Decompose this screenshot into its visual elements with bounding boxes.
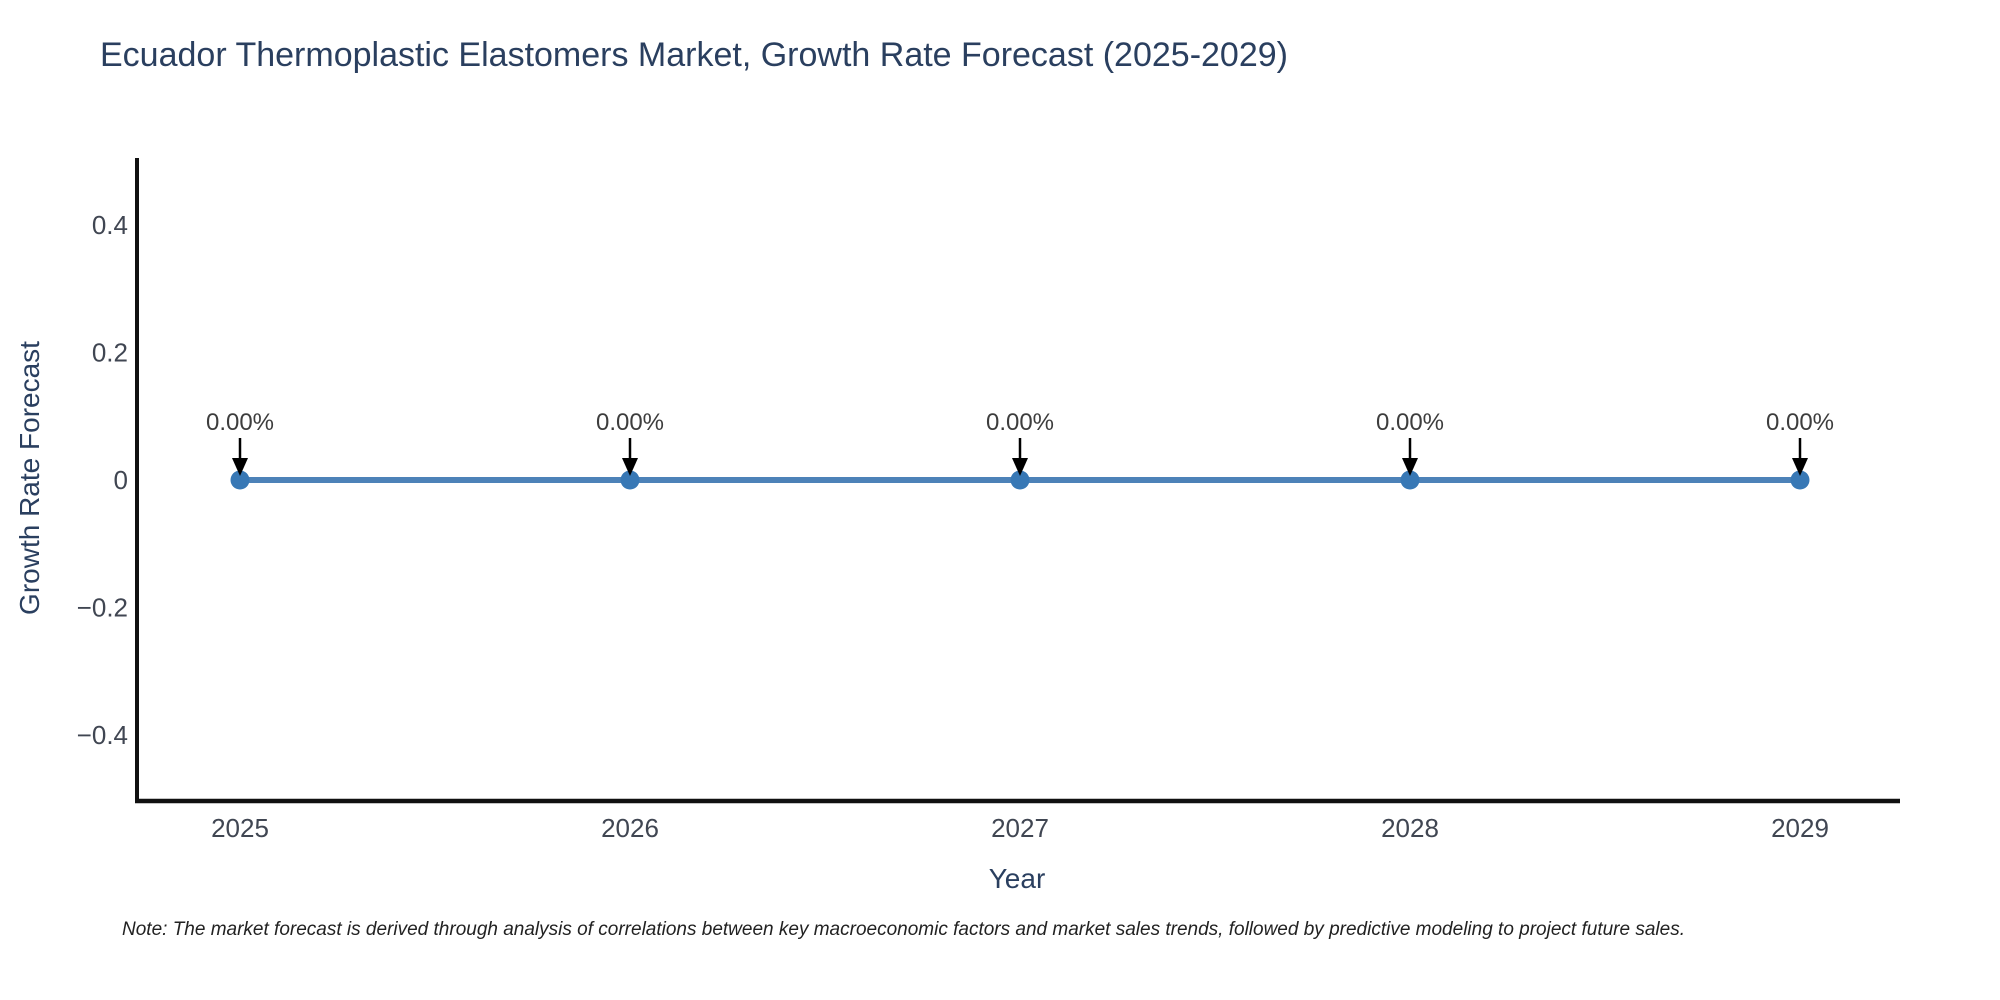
x-tick-label: 2028: [1381, 813, 1439, 843]
annotation-arrow-head-icon: [1012, 458, 1028, 476]
series-layer: [230, 470, 1810, 490]
annotation-arrow-head-icon: [622, 458, 638, 476]
point-annotation: 0.00%: [596, 409, 664, 436]
y-tick-label: 0: [114, 465, 128, 495]
point-annotation: 0.00%: [986, 409, 1054, 436]
footnote: Note: The market forecast is derived thr…: [122, 919, 1685, 940]
data-point: [1790, 470, 1810, 490]
point-annotation: 0.00%: [206, 409, 274, 436]
annotations: 0.00% 0.00% 0.00% 0.00% 0.00%: [206, 409, 1834, 476]
x-tick-label: 2029: [1771, 813, 1829, 843]
y-tick-label: 0.4: [92, 210, 128, 240]
y-axis-title: Growth Rate Forecast: [14, 341, 45, 615]
annotation-arrow-head-icon: [232, 458, 248, 476]
data-point: [620, 470, 640, 490]
data-point: [1400, 470, 1420, 490]
y-tick-labels: 0.4 0.2 0 −0.2 −0.4: [77, 210, 128, 750]
x-tick-labels: 2025 2026 2027 2028 2029: [211, 813, 1829, 843]
x-tick-label: 2027: [991, 813, 1049, 843]
x-axis-title: Year: [989, 863, 1046, 894]
annotation-arrow-head-icon: [1792, 458, 1808, 476]
data-point: [230, 470, 250, 490]
annotation-arrow-head-icon: [1402, 458, 1418, 476]
y-tick-label: −0.2: [77, 593, 128, 623]
point-annotation: 0.00%: [1376, 409, 1444, 436]
point-annotation: 0.00%: [1766, 409, 1834, 436]
chart-title: Ecuador Thermoplastic Elastomers Market,…: [100, 36, 1288, 74]
x-tick-label: 2025: [211, 813, 269, 843]
y-tick-label: 0.2: [92, 338, 128, 368]
x-tick-label: 2026: [601, 813, 659, 843]
y-tick-label: −0.4: [77, 720, 128, 750]
data-point: [1010, 470, 1030, 490]
